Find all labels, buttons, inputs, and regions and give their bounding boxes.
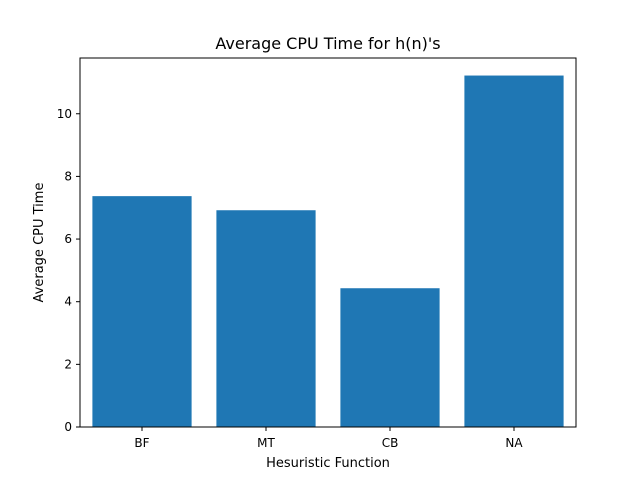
bar-cb bbox=[340, 288, 440, 427]
bars-group bbox=[92, 75, 564, 427]
y-tick-label-4: 4 bbox=[64, 295, 72, 309]
bar-bf bbox=[92, 196, 192, 427]
y-axis-label: Average CPU Time bbox=[32, 183, 47, 303]
chart-title: Average CPU Time for h(n)'s bbox=[215, 34, 440, 53]
bar-na bbox=[464, 75, 564, 427]
y-tick-label-6: 6 bbox=[64, 232, 72, 246]
x-tick-label-cb: CB bbox=[382, 436, 399, 450]
x-axis-label: Hesuristic Function bbox=[266, 456, 390, 471]
x-tick-label-bf: BF bbox=[134, 436, 149, 450]
y-tick-label-10: 10 bbox=[57, 107, 72, 121]
x-tick-label-na: NA bbox=[505, 436, 523, 450]
y-tick-label-0: 0 bbox=[64, 420, 72, 434]
y-tick-label-2: 2 bbox=[64, 357, 72, 371]
bar-mt bbox=[216, 210, 316, 427]
plot-frame bbox=[79, 57, 577, 428]
x-axis-ticks: BF MT CB NA bbox=[134, 427, 523, 450]
y-tick-label-8: 8 bbox=[64, 169, 72, 183]
y-axis-ticks: 0 2 4 6 8 10 bbox=[57, 107, 80, 434]
x-tick-label-mt: MT bbox=[257, 436, 275, 450]
